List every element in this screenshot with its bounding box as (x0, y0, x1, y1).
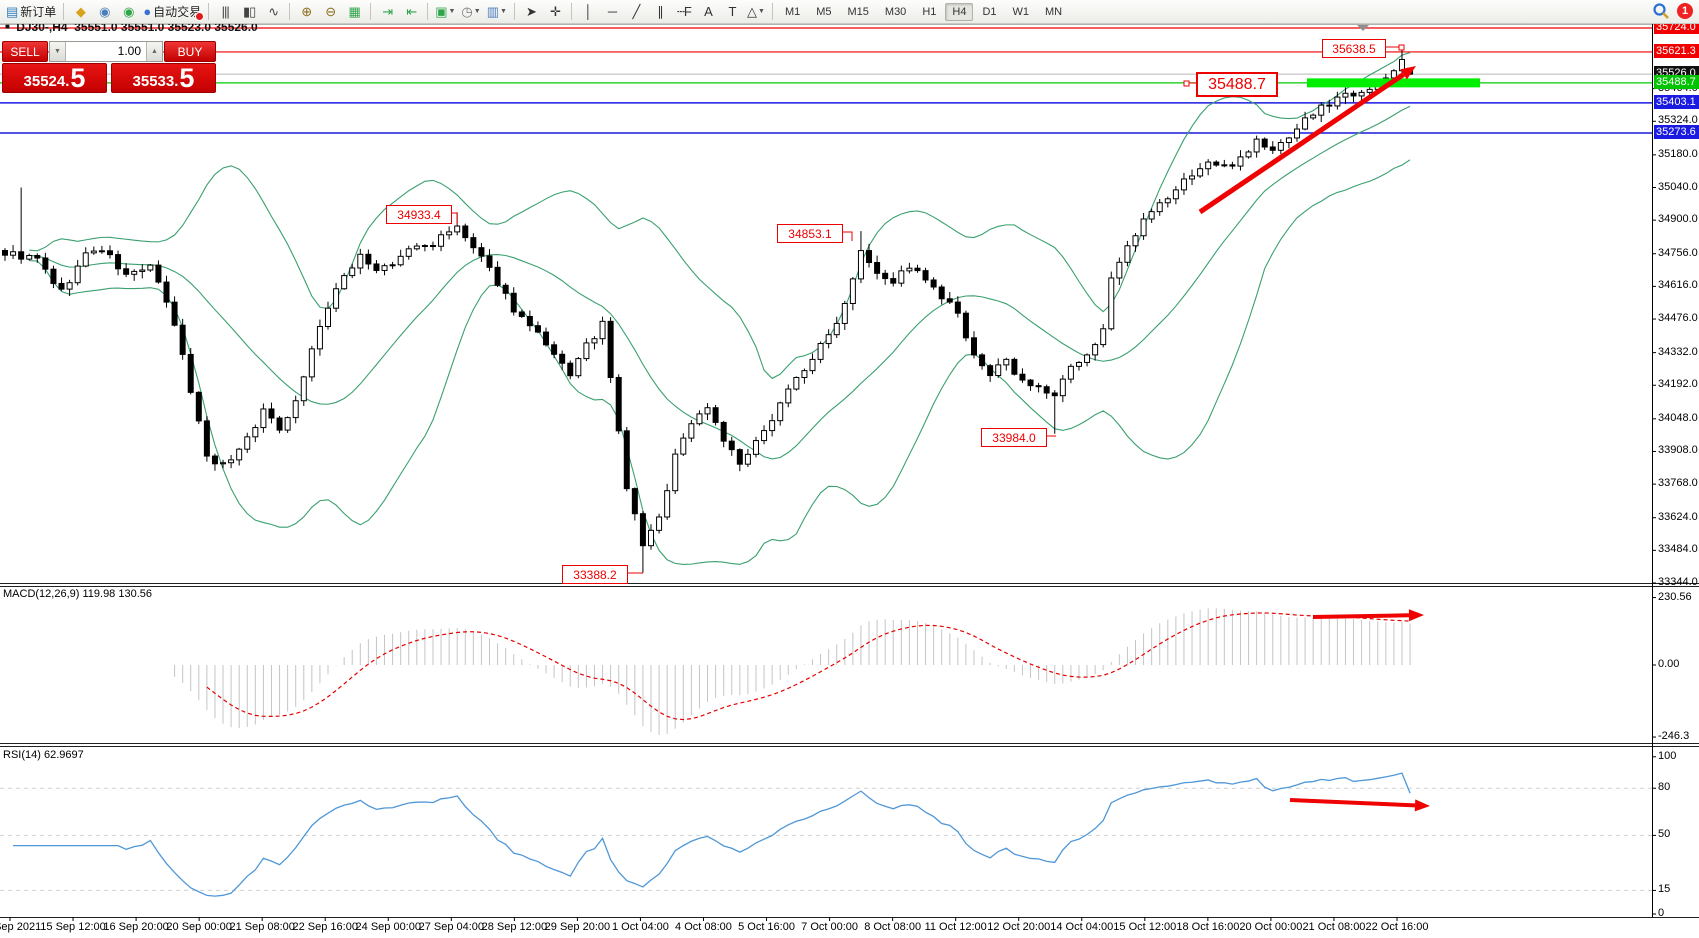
volume-increase-icon[interactable]: ▲ (146, 42, 162, 61)
trendline-icon[interactable]: ╱ (625, 2, 647, 22)
fibonacci-icon: ┄F (677, 4, 692, 19)
symbol-bullet-icon: ■ (5, 22, 10, 31)
navigator-icon: ◉ (99, 4, 110, 19)
timeframe-w1[interactable]: W1 (1012, 5, 1030, 18)
template-icon[interactable]: ▥ ▼ (485, 2, 509, 22)
toolbar: ▤ 新订单 ◆ ◉ ◉ ● 自动交易 ||| ▮▯ ∿ ⊕ ⊖ ▦ ⇥ ⇤ ▣ ▼ ◷ ▼ ▥ ▼ ➤ ✛ │ ─ ╱ ∥ ┄F A T △… (0, 0, 1699, 24)
tile-windows-icon[interactable]: ▦ (343, 2, 365, 22)
timeframe-m1[interactable]: M1 (784, 5, 801, 18)
shapes-icon: △ (746, 4, 757, 19)
horizontal-line-icon[interactable]: ─ (601, 2, 623, 22)
chevron-down-icon: ▼ (448, 8, 456, 15)
navigator-icon[interactable]: ◉ (93, 2, 115, 22)
fibonacci-icon[interactable]: ┄F (673, 2, 695, 22)
buy-button[interactable]: BUY (164, 41, 216, 62)
channel-icon[interactable]: ∥ (649, 2, 671, 22)
new-order-button-icon: ▤ (6, 4, 18, 19)
one-click-trading-panel: SELL ▼ 1.00 ▲ BUY 35524. 5 35533. 5 (2, 41, 216, 93)
timeframe-m30[interactable]: M30 (884, 5, 907, 18)
chart-shift-icon[interactable]: ⇤ (400, 2, 422, 22)
autotrading-button-label: 自动交易 (153, 5, 202, 19)
zoom-in-icon: ⊕ (301, 4, 312, 19)
cursor-icon[interactable]: ➤ (520, 2, 542, 22)
bar-chart-mode-icon[interactable]: ||| (214, 2, 236, 22)
zoom-in-icon[interactable]: ⊕ (295, 2, 317, 22)
autotrading-button-icon: ● (143, 4, 151, 19)
auto-scroll-icon: ⇥ (382, 4, 393, 19)
market-watch-icon[interactable]: ◆ (69, 2, 91, 22)
auto-scroll-icon[interactable]: ⇥ (376, 2, 398, 22)
channel-icon: ∥ (657, 4, 663, 19)
line-chart-mode-icon: ∿ (268, 4, 279, 19)
sell-price-display[interactable]: 35524. 5 (2, 63, 107, 93)
period-icon: ◷ (461, 4, 472, 19)
candlestick-mode-icon: ▮▯ (243, 4, 256, 19)
vertical-line-icon: │ (584, 4, 592, 19)
cursor-icon: ➤ (525, 4, 537, 19)
volume-stepper[interactable]: ▼ 1.00 ▲ (49, 41, 163, 62)
horizontal-line-icon: ─ (607, 4, 617, 19)
toolbar-separator (208, 3, 210, 20)
toolbar-separator (63, 3, 65, 20)
toolbar-separator (427, 3, 429, 20)
timeframe-mn[interactable]: MN (1045, 5, 1063, 18)
autotrading-button[interactable]: ● 自动交易 (141, 2, 205, 22)
chart-shift-icon: ⇤ (406, 4, 417, 19)
candlestick-mode-icon[interactable]: ▮▯ (238, 2, 260, 22)
trendline-icon: ╱ (632, 4, 641, 19)
bar-chart-mode-icon: ||| (221, 4, 230, 19)
search-icon[interactable] (1652, 2, 1670, 20)
zoom-out-icon: ⊖ (325, 4, 336, 19)
volume-value[interactable]: 1.00 (117, 44, 141, 58)
new-order-button[interactable]: ▤ 新订单 (4, 2, 58, 22)
volume-decrease-icon[interactable]: ▼ (50, 42, 66, 61)
signals-icon: ◉ (123, 4, 134, 19)
shapes-icon[interactable]: △ ▼ (745, 2, 767, 22)
timeframe-d1[interactable]: D1 (982, 5, 997, 18)
toolbar-separator (289, 3, 291, 20)
autotrading-status-dot (195, 11, 205, 21)
label-icon: T (728, 4, 736, 19)
vertical-line-icon[interactable]: │ (577, 2, 599, 22)
new-chart-icon[interactable]: ▣ ▼ (433, 2, 457, 22)
chevron-down-icon: ▼ (500, 8, 507, 15)
text-icon[interactable]: A (697, 2, 719, 22)
toolbar-separator (570, 3, 572, 20)
crosshair-icon[interactable]: ✛ (544, 2, 566, 22)
label-icon[interactable]: T (721, 2, 743, 22)
line-chart-mode-icon[interactable]: ∿ (262, 2, 284, 22)
toolbar-separator (370, 3, 372, 20)
timeframe-h1[interactable]: H1 (922, 5, 937, 18)
chevron-down-icon: ▼ (473, 8, 481, 15)
signals-icon[interactable]: ◉ (117, 2, 139, 22)
buy-price-display[interactable]: 35533. 5 (111, 63, 216, 93)
timeframe-h4[interactable]: H4 (945, 2, 974, 21)
market-watch-icon: ◆ (75, 4, 86, 19)
tile-windows-icon: ▦ (348, 4, 361, 19)
chevron-down-icon: ▼ (757, 8, 765, 15)
timeframe-group: M1 M5 M15 M30 H1 H4 D1 W1 MN (777, 2, 1070, 21)
template-icon: ▥ (486, 4, 499, 19)
toolbar-separator (771, 3, 773, 20)
new-order-button-label: 新订单 (20, 5, 57, 19)
text-icon: A (704, 4, 713, 19)
timeframe-m15[interactable]: M15 (847, 5, 869, 18)
timeframe-m5[interactable]: M5 (816, 5, 832, 18)
crosshair-icon: ✛ (549, 4, 561, 19)
sell-button[interactable]: SELL (2, 41, 48, 62)
period-icon[interactable]: ◷ ▼ (459, 2, 482, 22)
toolbar-separator (513, 3, 515, 20)
new-chart-icon: ▣ (435, 4, 447, 19)
notification-badge-icon[interactable]: 1 (1677, 3, 1693, 19)
zoom-out-icon[interactable]: ⊖ (319, 2, 341, 22)
